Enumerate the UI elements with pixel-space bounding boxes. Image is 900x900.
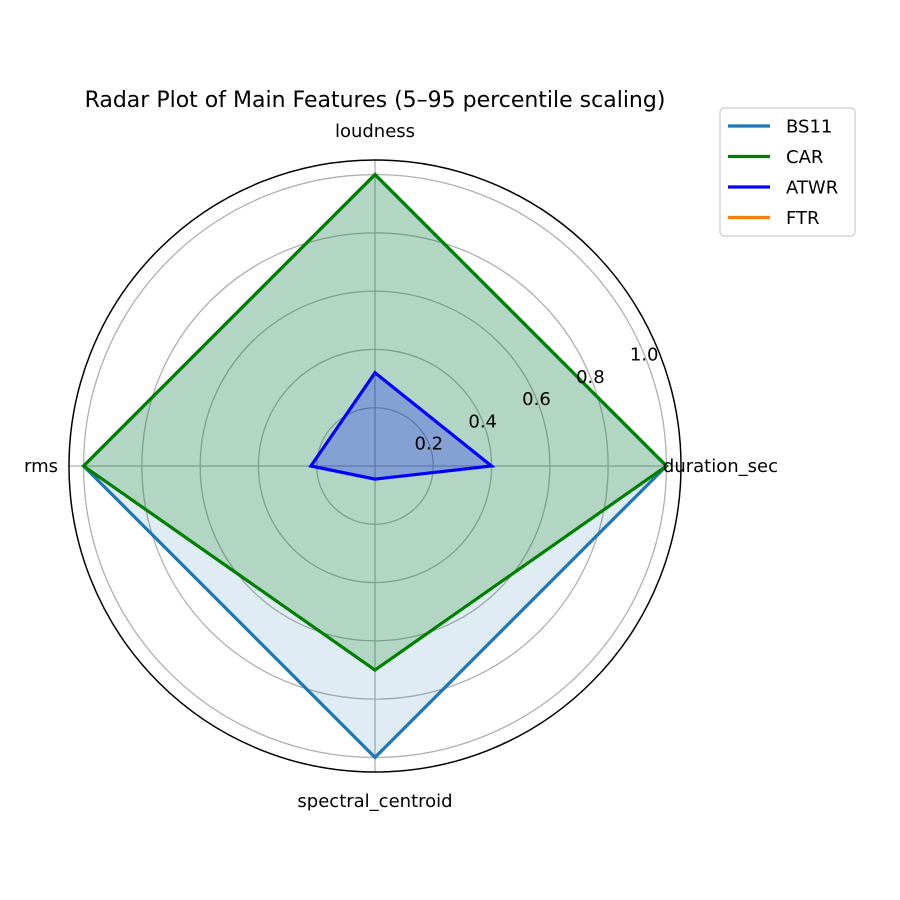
radar-outer-frame <box>68 159 682 773</box>
axis-label-spectral-centroid: spectral_centroid <box>297 791 452 812</box>
series-line-atwr <box>308 370 496 481</box>
series-lines <box>81 172 669 760</box>
radial-tick-label-0-4: 0.4 <box>468 411 497 432</box>
series-fill-atwr <box>310 372 492 480</box>
radial-tick-labels: 0.2 0.4 0.6 0.8 1.0 <box>414 345 658 455</box>
legend-label-car: CAR <box>786 147 823 168</box>
series-fill-car <box>83 174 667 670</box>
chart-title: Radar Plot of Main Features (5–95 percen… <box>85 88 666 113</box>
radial-tick-label-0-2: 0.2 <box>414 434 443 455</box>
axis-labels: duration_sec loudness rms spectral_centr… <box>24 121 778 812</box>
axis-label-rms: rms <box>24 456 58 477</box>
series-line-car <box>81 172 669 672</box>
axis-label-duration-sec: duration_sec <box>663 456 778 477</box>
legend-box <box>719 107 856 237</box>
legend-label-ftr: FTR <box>786 208 820 229</box>
legend-label-atwr: ATWR <box>786 178 838 199</box>
radial-tick-label-0-6: 0.6 <box>522 389 551 410</box>
radial-tick-label-0-8: 0.8 <box>576 367 605 388</box>
legend-label-bs11: BS11 <box>786 117 832 138</box>
radial-tick-label-1-0: 1.0 <box>630 345 659 366</box>
axis-label-loudness: loudness <box>335 121 415 142</box>
legend: BS11 CAR ATWR FTR <box>719 107 856 237</box>
